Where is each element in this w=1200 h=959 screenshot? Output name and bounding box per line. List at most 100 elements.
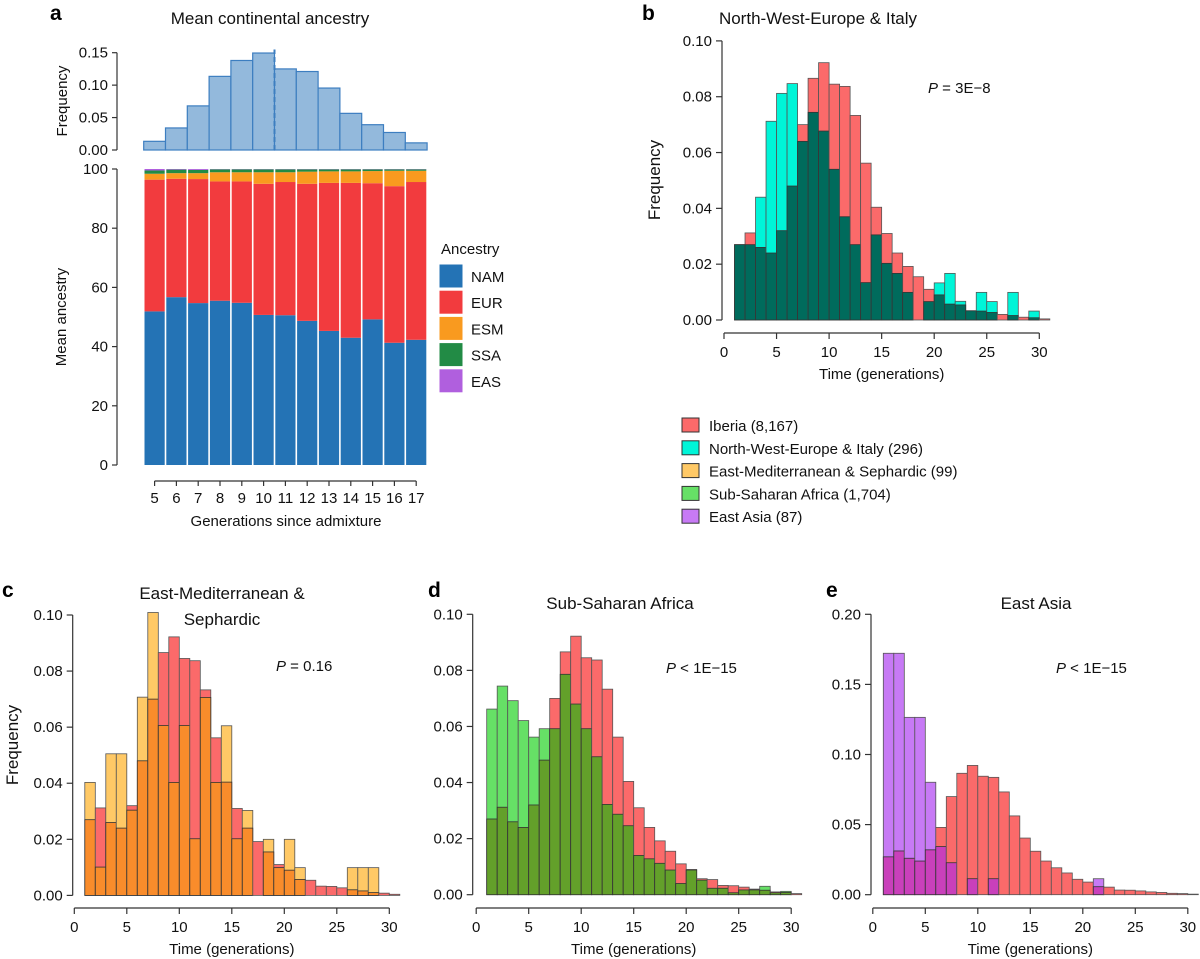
panel-c-bar-overlap [367, 892, 380, 896]
panel-c-bar-overlap [126, 809, 138, 896]
panel-d-bar-overlap [580, 728, 593, 896]
panel-d-bar-overlap [570, 703, 582, 896]
panel-d-bar-iberia [790, 893, 803, 896]
stacked-x-tick-label: 16 [386, 490, 403, 507]
stacked-bar-segment-eur [362, 183, 383, 320]
panel-d-title: Sub-Saharan Africa [546, 594, 694, 613]
hist-bar [273, 68, 297, 151]
ancestry-legend-label: EAS [471, 374, 501, 391]
group-legend-label: East-Mediterranean & Sephardic (99) [709, 464, 957, 481]
hist-bar [339, 112, 363, 151]
panel-c-y-tick-label: 0.04 [33, 775, 62, 792]
panel-d-x-tick-label: 15 [625, 919, 642, 936]
panel-d-y-tick-label: 0.00 [433, 887, 462, 904]
stacked-bar-segment-eur [231, 181, 252, 303]
hist-bar [230, 59, 254, 151]
stacked-bar-segment-eur [188, 179, 209, 304]
panel-c-title-line2: Sephardic [184, 610, 261, 629]
stacked-y-tick-label: 0 [100, 457, 108, 474]
panel-d-bar-overlap [727, 892, 740, 896]
panel-e-bar-overlap [935, 846, 947, 896]
group-legend-label: East Asia (87) [709, 509, 802, 526]
panel-b-bar-overlap [828, 168, 841, 321]
panel-e-bar-iberia [1050, 867, 1063, 896]
panel-c-title-line1: East-Mediterranean & [139, 584, 305, 603]
ancestry-legend-label: ESM [471, 321, 504, 338]
panel-e-x-tick-label: 15 [1022, 919, 1039, 936]
stacked-bar-segment-nam [362, 319, 383, 465]
panel-e-x-axis-label: Time (generations) [968, 941, 1093, 958]
panel-d-y-tick-label: 0.06 [433, 718, 462, 735]
stacked-bar-segment-eur [340, 182, 361, 338]
stacked-bar-segment-esm [231, 172, 252, 182]
panel-b-y-tick-label: 0.08 [683, 89, 712, 106]
panel-c-bar-iberia [378, 892, 390, 896]
ancestry-legend-swatch-esm [438, 315, 464, 341]
panel-c-bar-iberia [325, 886, 338, 896]
panel-e-bar-iberia [1103, 886, 1115, 896]
panel-c-bar-iberia [315, 885, 327, 896]
hist-y-tick-label: 0.10 [79, 77, 108, 94]
panel-e-title: East Asia [1001, 594, 1072, 613]
panel-b-p-value: P = 3E−8 [928, 80, 991, 97]
stacked-x-tick-label: 14 [342, 490, 359, 507]
panel-b-title: North-West-Europe & Italy [719, 9, 918, 28]
panel-b-bar-overlap [765, 252, 777, 321]
ancestry-legend-swatch-eas [438, 368, 464, 394]
stacked-bar-segment-eur [318, 182, 340, 331]
panel-d-bar-overlap [517, 827, 530, 896]
panel-d-y-tick-label: 0.04 [433, 775, 462, 792]
ancestry-legend-swatch-ssa [438, 342, 464, 368]
stacked-bar-segment-eur [297, 183, 318, 321]
panel-e-bar-iberia [1040, 860, 1052, 896]
stacked-bar-segment-nam [209, 300, 231, 465]
panel-b-bar-overlap [734, 244, 746, 321]
panel-c-x-tick-label: 5 [123, 919, 131, 936]
panel-d-bar-overlap [507, 821, 519, 896]
stacked-bar-segment-nam [384, 342, 405, 465]
stacked-bar-segment-nam [144, 311, 165, 465]
stacked-bar-segment-ssa [209, 169, 231, 173]
panel-d-x-tick-label: 5 [525, 919, 533, 936]
panel-letter-d: d [428, 579, 441, 602]
panel-c-x-tick-label: 10 [171, 919, 188, 936]
stacked-bar-segment-esm [384, 170, 405, 187]
panel-b-bar-iberia [1038, 318, 1051, 321]
panel-d-x-tick-label: 0 [472, 919, 480, 936]
panel-e-bar-overlap [1092, 886, 1105, 896]
panel-b-x-tick-label: 10 [821, 344, 838, 361]
ancestry-legend-label: NAM [471, 269, 504, 286]
panel-e-bar-overlap [987, 878, 1000, 896]
panel-c-y-axis-label: Frequency [3, 704, 22, 785]
stacked-bar-segment-nam [406, 339, 427, 465]
panel-b-y-tick-label: 0.02 [683, 256, 712, 273]
panel-d-bar-overlap [549, 728, 561, 896]
stacked-bar-segment-ssa [318, 169, 340, 172]
panel-b-bar-overlap [1028, 317, 1040, 321]
panel-d-bar-overlap [496, 806, 509, 896]
stacked-y-tick-label: 40 [91, 339, 108, 356]
panel-e-bar-iberia [1145, 891, 1157, 896]
panel-b-bar-iberia [996, 314, 1009, 321]
panel-b-bar-overlap [744, 244, 756, 321]
panel-b-x-tick-label: 30 [1031, 344, 1048, 361]
panel-d-y-tick-label: 0.10 [433, 606, 462, 623]
group-legend-label: Sub-Saharan Africa (1,704) [709, 486, 891, 503]
panel-d-bar-overlap [528, 804, 540, 896]
panel-e-y-tick-label: 0.20 [832, 606, 861, 623]
stacked-x-tick-label: 9 [238, 490, 246, 507]
panel-d-y-tick-label: 0.02 [433, 831, 462, 848]
stacked-x-tick-label: 10 [255, 490, 272, 507]
stacked-bar-segment-esm [340, 171, 361, 183]
stacked-bar-segment-nam [188, 303, 209, 465]
panel-c-x-tick-label: 0 [70, 919, 78, 936]
panel-e-x-tick-label: 20 [1074, 919, 1091, 936]
panel-c-y-tick-label: 0.08 [33, 663, 62, 680]
stacked-bar-segment-nam [275, 315, 296, 465]
panel-b-bar-overlap [818, 130, 830, 321]
group-legend-swatch [681, 485, 700, 501]
hist-bar [208, 75, 232, 151]
panel-e-bar-iberia [1029, 850, 1042, 896]
panel-b-bar-overlap [1007, 315, 1019, 321]
stacked-bar-segment-ssa [384, 169, 405, 171]
